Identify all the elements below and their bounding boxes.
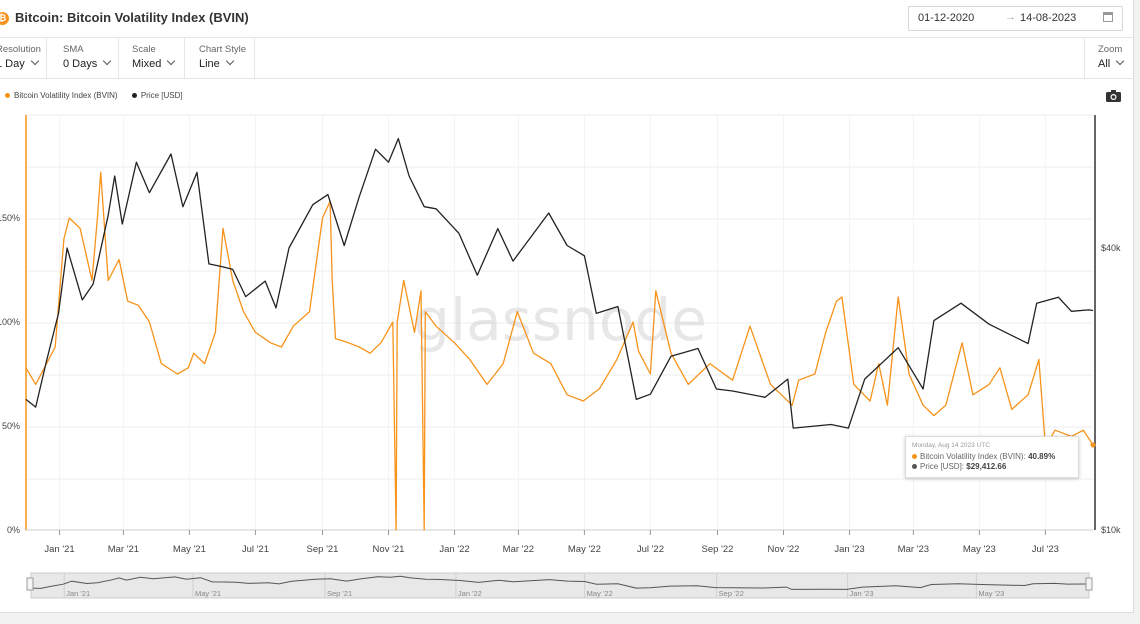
legend-dot: [131, 93, 137, 99]
left-tick-label: 0%: [7, 525, 20, 535]
zoom-value[interactable]: All: [1098, 56, 1125, 70]
x-tick-label: May '23: [963, 544, 996, 555]
date-from[interactable]: 01-12-2020: [918, 12, 975, 24]
arrow-right-icon: →: [1005, 11, 1016, 23]
x-tick-label: Nov '21: [373, 544, 405, 555]
chevron-down-icon: [167, 56, 176, 66]
x-tick-label: Jan '21: [44, 544, 74, 555]
sma-label: SMA: [63, 44, 84, 55]
navigator-label: May '23: [978, 589, 1004, 598]
x-tick-label: May '22: [568, 544, 601, 555]
resolution-select[interactable]: Resolution 1 Day: [0, 38, 47, 78]
chevron-down-icon: [30, 56, 39, 66]
main-chart[interactable]: glassnode 0%50%100%150% $10k$40k Jan '21…: [0, 110, 1133, 560]
left-axis: 0% 50% 100% 150%: [0, 213, 20, 535]
x-tick-label: Sep '21: [307, 544, 339, 555]
navigator-label: May '21: [195, 589, 221, 598]
left-tick-label: 50%: [2, 421, 20, 431]
legend-item-bvin[interactable]: Bitcoin Volatility Index (BVIN): [5, 91, 118, 100]
resolution-label: Resolution: [0, 44, 41, 55]
scale-select[interactable]: Scale Mixed: [132, 38, 185, 78]
chart-legend: Bitcoin Volatility Index (BVIN) Price [U…: [5, 91, 195, 100]
calendar-icon[interactable]: [1103, 12, 1113, 22]
tooltip-date: Monday, Aug 14 2023 UTC: [912, 442, 990, 449]
navigator-line: [30, 575, 1089, 590]
x-tick-label: Jul '22: [637, 544, 664, 555]
hover-marker: [1090, 442, 1096, 448]
navigator-label: Jan '22: [458, 589, 482, 598]
navigator[interactable]: Jan '21 May '21 Sep '21 Jan '22 May '22 Sep '…: [0, 566, 1133, 600]
sma-value[interactable]: 0 Days: [63, 56, 112, 70]
tooltip-bvin: Bitcoin Volatility Index (BVIN): 40.89%: [912, 452, 1055, 461]
navigator-label: Sep '21: [327, 589, 352, 598]
scale-value[interactable]: Mixed: [132, 56, 176, 70]
x-tick-label: Jan '22: [439, 544, 469, 555]
right-tick-label: $40k: [1101, 243, 1121, 253]
x-tick-label: Jul '21: [242, 544, 269, 555]
legend-item-price[interactable]: Price [USD]: [131, 91, 183, 100]
chevron-down-icon: [1115, 56, 1125, 66]
bitcoin-icon: ₿: [0, 12, 9, 25]
camera-icon[interactable]: [1106, 90, 1121, 102]
x-tick-label: Nov '22: [768, 544, 800, 555]
left-tick-label: 100%: [0, 317, 20, 327]
date-to[interactable]: 14-08-2023: [1020, 12, 1077, 24]
chart-title: Bitcoin: Bitcoin Volatility Index (BVIN): [15, 10, 249, 25]
x-tick-label: Mar '23: [898, 544, 929, 555]
legend-dot: [5, 93, 10, 99]
tooltip-dot: [912, 454, 917, 460]
scale-label: Scale: [132, 44, 156, 55]
x-tick-label: Mar '22: [503, 544, 534, 555]
x-tick-label: Jan '23: [834, 544, 864, 555]
navigator-label: May '22: [587, 589, 613, 598]
x-tick-label: Jul '23: [1032, 544, 1059, 555]
right-axis: $10k $40k: [1101, 243, 1121, 535]
chevron-down-icon: [225, 56, 235, 66]
left-tick-label: 150%: [0, 213, 20, 223]
chart-toolbar: Resolution 1 Day SMA 0 Days Scale Mixed …: [0, 38, 1133, 79]
right-tick-label: $10k: [1101, 525, 1121, 535]
resolution-value[interactable]: 1 Day: [0, 56, 39, 70]
chart-grid: [25, 114, 1096, 531]
x-tick-label: May '21: [173, 544, 206, 555]
navigator-label: Jan '21: [66, 589, 90, 598]
bvin-series-line: [25, 171, 1094, 531]
price-series-line: [25, 137, 1094, 429]
chevron-down-icon: [103, 56, 112, 66]
chart-card: ₿ Bitcoin: Bitcoin Volatility Index (BVI…: [0, 0, 1134, 613]
date-range-picker[interactable]: 01-12-2020 → 14-08-2023: [908, 6, 1123, 31]
chart-tooltip: Monday, Aug 14 2023 UTC Bitcoin Volatili…: [905, 436, 1079, 478]
tooltip-dot: [912, 464, 917, 470]
x-tick-label: Mar '21: [108, 544, 139, 555]
navigator-axis: Jan '21 May '21 Sep '21 Jan '22 May '22 Sep '…: [63, 573, 1004, 598]
series-lines: [25, 137, 1096, 531]
zoom-label: Zoom: [1098, 44, 1123, 55]
x-tick-label: Sep '22: [702, 544, 734, 555]
chart-style-value[interactable]: Line: [199, 56, 235, 70]
chart-style-label: Chart Style: [199, 44, 246, 55]
navigator-label: Jan '23: [850, 589, 874, 598]
navigator-window: [30, 572, 1090, 599]
navigator-label: Sep '22: [719, 589, 744, 598]
chart-header: ₿ Bitcoin: Bitcoin Volatility Index (BVI…: [0, 0, 1133, 38]
navigator-handle-right[interactable]: [1085, 577, 1093, 591]
x-axis: Jan '21 Mar '21 May '21 Jul '21 Sep '21 Nov '…: [44, 530, 1059, 555]
tooltip-price: Price [USD]: $29,412.66: [912, 462, 1006, 471]
sma-select[interactable]: SMA 0 Days: [63, 38, 119, 78]
navigator-handle-left[interactable]: [26, 577, 34, 591]
chart-style-select[interactable]: Chart Style Line: [199, 38, 255, 78]
zoom-select[interactable]: Zoom All: [1084, 38, 1134, 78]
